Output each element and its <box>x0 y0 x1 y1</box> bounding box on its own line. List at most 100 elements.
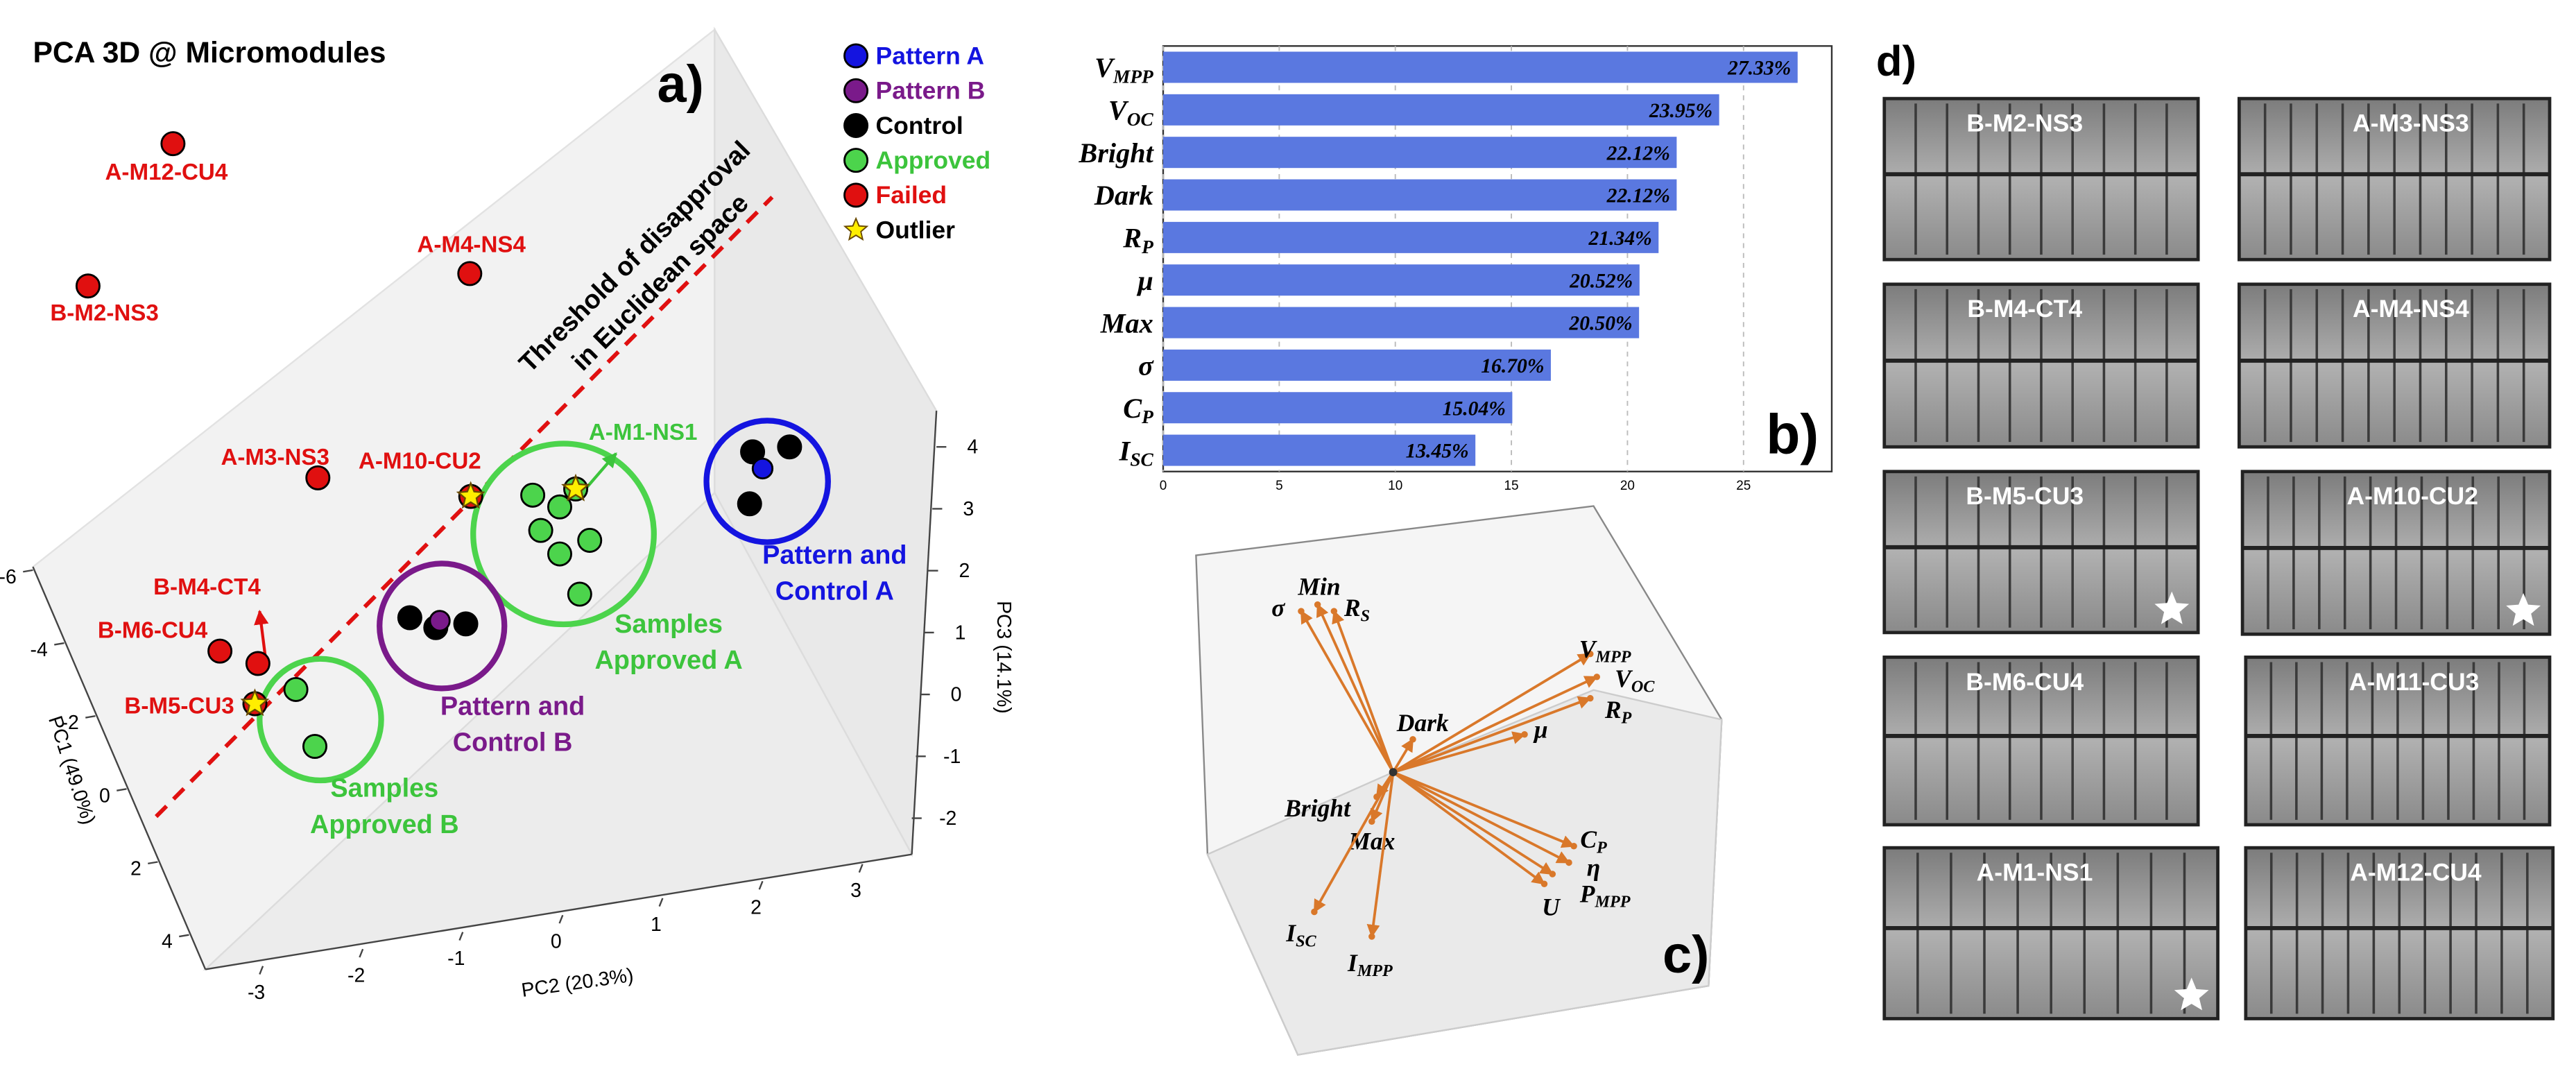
y-tick-label: ISC <box>1119 435 1154 470</box>
legend-marker <box>843 182 869 208</box>
value-label: 20.50% <box>1568 313 1632 335</box>
loading-vector <box>1391 738 1414 773</box>
annotation: Approved A <box>594 646 742 675</box>
chart-title: PCA 3D @ Micromodules <box>33 36 386 69</box>
x-axis-label: PC2 (20.3%) <box>520 964 635 1002</box>
legend-marker <box>843 43 869 69</box>
vector-label: η <box>1587 853 1600 881</box>
module-label: B-M2-NS3 <box>1966 109 2083 137</box>
vector-label-main: R <box>1604 696 1622 724</box>
bar <box>1162 349 1551 381</box>
vector-label: VOC <box>1615 665 1655 696</box>
y-tick-label: 4 <box>967 436 978 459</box>
x-tick-label: -2 <box>347 965 365 987</box>
z-tick <box>54 642 65 646</box>
vector-tip <box>1298 608 1305 615</box>
vector-label-main: C <box>1580 825 1597 853</box>
z-tick-label: -4 <box>31 639 48 661</box>
point-label: B-M4-CT4 <box>153 574 261 600</box>
annotation: Samples <box>615 610 723 639</box>
x-tick-label: 0 <box>551 931 562 953</box>
y-tick-label: Bright <box>1078 137 1154 169</box>
point <box>547 541 572 567</box>
x-tick-label: 25 <box>1736 479 1751 493</box>
vector-tip <box>1311 908 1318 916</box>
value-label: 27.33% <box>1727 58 1791 80</box>
y-tick-label: VMPP <box>1094 52 1153 87</box>
y-tick-label-sub: SC <box>1130 450 1153 470</box>
legend-marker <box>843 78 869 103</box>
y-tick-label: 1 <box>955 622 966 644</box>
y-tick-label-main: V <box>1108 95 1129 126</box>
y-tick-label: VOC <box>1108 95 1154 130</box>
vector-label: ISC <box>1285 919 1316 950</box>
module-label: A-M11-CU3 <box>2349 668 2479 696</box>
value-label: 23.95% <box>1649 100 1712 122</box>
x-tick-label: 0 <box>1160 479 1167 493</box>
loading-vector <box>1366 771 1395 938</box>
vector-label: Min <box>1297 572 1340 600</box>
outlier-marker <box>561 473 590 502</box>
value-label: 21.34% <box>1588 228 1652 250</box>
panel-label: b) <box>1766 404 1819 466</box>
legend-label: Control <box>876 112 963 139</box>
vector-tip <box>1330 608 1338 615</box>
legend-marker <box>843 112 869 138</box>
z-tick-label: -6 <box>0 566 17 588</box>
vector-label: RP <box>1604 696 1632 727</box>
y-tick-label-main: Bright <box>1078 137 1154 169</box>
loading-vector <box>1313 771 1395 914</box>
legend-label: Outlier <box>876 216 956 243</box>
bar <box>1162 137 1677 169</box>
point <box>577 527 603 553</box>
vector-tip <box>1368 933 1375 940</box>
vector-label: μ <box>1533 715 1548 743</box>
bar <box>1162 179 1677 211</box>
loading-vector <box>1332 610 1395 773</box>
value-label: 20.52% <box>1569 270 1633 292</box>
vector-tip <box>1409 736 1416 743</box>
star-flag <box>2174 977 2209 1011</box>
vector-tip <box>1540 880 1548 887</box>
annotation: Approved B <box>310 810 459 839</box>
point <box>245 651 271 676</box>
vector-label-main: Min <box>1297 572 1340 600</box>
star-flag <box>2506 593 2541 626</box>
vector-label-sub: OC <box>1631 677 1655 696</box>
loading-vector <box>1392 696 1592 773</box>
point-label: A-M10-CU2 <box>359 448 481 474</box>
y-tick-label-main: R <box>1122 223 1142 254</box>
panel-label: a) <box>657 55 703 114</box>
point <box>305 465 331 490</box>
loading-vector <box>1316 603 1395 773</box>
vector-tip <box>1587 650 1594 658</box>
z-tick <box>85 715 96 719</box>
y-tick-label-main: I <box>1119 435 1131 466</box>
vector-label: CP <box>1580 825 1607 857</box>
value-label: 16.70% <box>1481 355 1544 377</box>
panel-c-box <box>1195 505 1723 1056</box>
y-tick-label-sub: OC <box>1127 109 1154 130</box>
y-tick-label-main: V <box>1094 52 1115 83</box>
vector-label-sub: SC <box>1296 932 1316 950</box>
vector-label-main: V <box>1615 665 1633 692</box>
x-tick-label: 10 <box>1388 479 1402 493</box>
bar <box>1162 51 1798 83</box>
vector-tip <box>1593 674 1601 681</box>
y-tick-label: σ <box>1138 350 1154 382</box>
y-tick-label: 0 <box>951 684 962 706</box>
plot-frame <box>1162 45 1833 472</box>
z-tick <box>148 861 158 865</box>
x-tick-label: 1 <box>651 914 662 936</box>
module-label: B-M4-CT4 <box>1967 295 2082 323</box>
annotation: Pattern and <box>440 692 585 721</box>
point <box>160 131 186 157</box>
panel-label: c) <box>1663 925 1709 984</box>
vector-label-main: Bright <box>1284 794 1351 822</box>
y-tick-label-main: μ <box>1136 265 1153 296</box>
point-label: B-M6-CU4 <box>98 618 208 644</box>
value-label: 13.45% <box>1405 440 1468 463</box>
y-tick-label: -1 <box>943 746 961 768</box>
panel-label: d) <box>1876 37 1916 85</box>
